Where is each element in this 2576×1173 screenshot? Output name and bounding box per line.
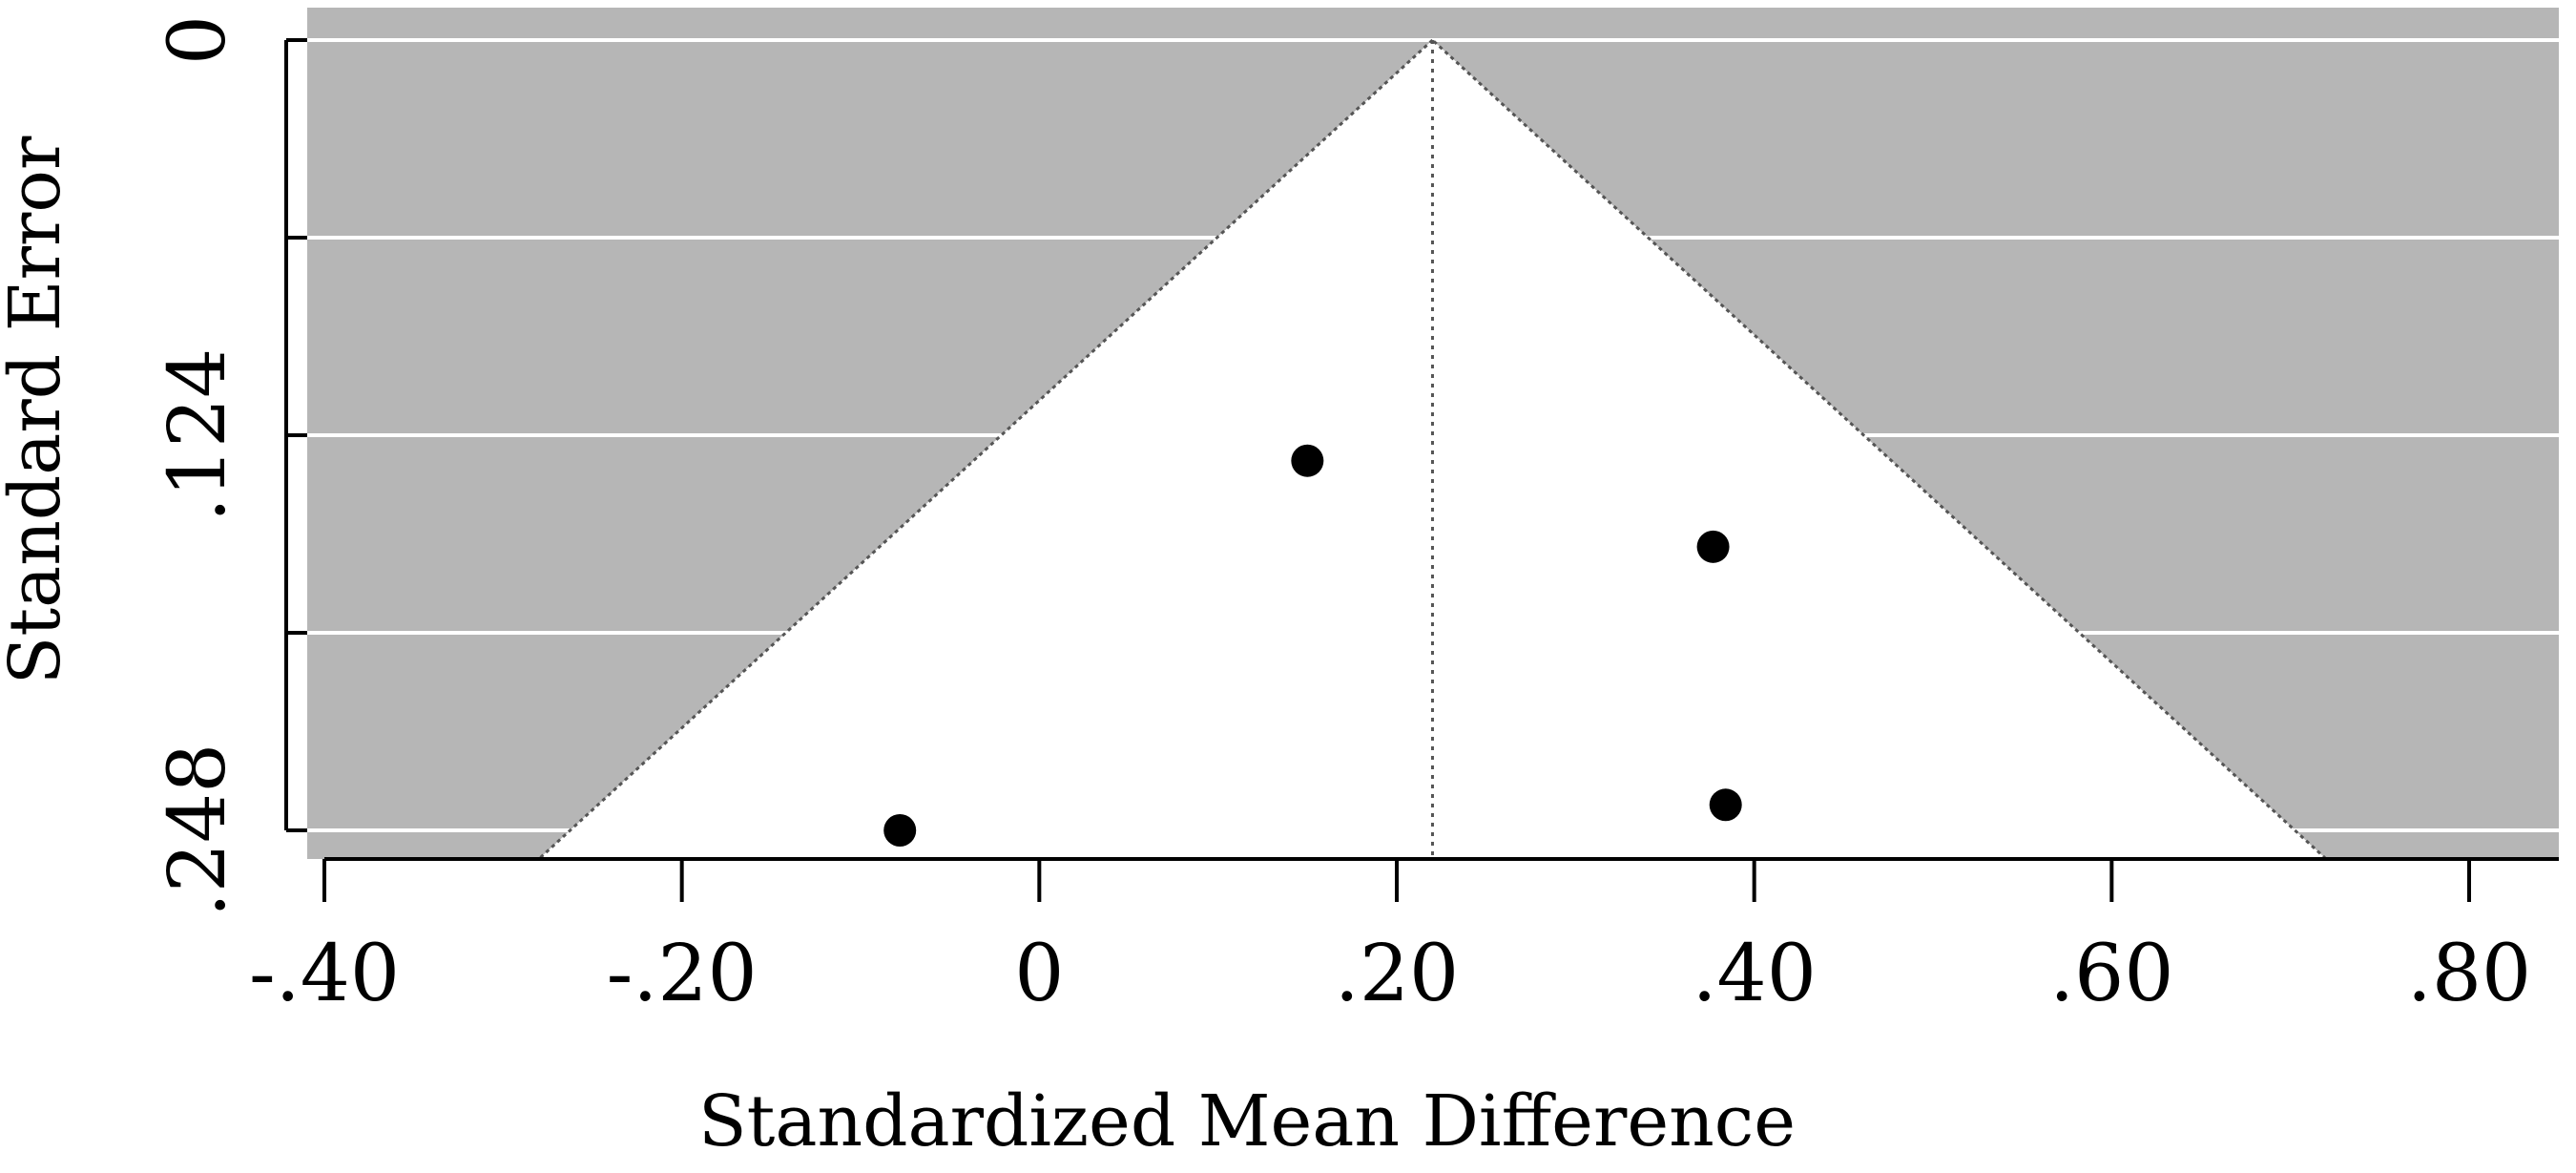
- data-point: [1709, 788, 1742, 822]
- x-tick-label: -.40: [249, 929, 400, 1019]
- x-tick-label: .80: [2407, 929, 2531, 1019]
- data-point: [883, 814, 917, 847]
- y-tick-label: .124: [153, 348, 243, 523]
- x-axis: -.40 -.20 0 .20 .40 .60 .80: [249, 857, 2559, 1019]
- y-tick-label: 0: [153, 15, 243, 65]
- x-tick-label: .60: [2049, 929, 2173, 1019]
- x-tick-label: -.20: [607, 929, 758, 1019]
- x-tick-label: .20: [1335, 929, 1459, 1019]
- y-axis: 0 .124 .248: [153, 15, 307, 917]
- data-point: [1291, 444, 1324, 477]
- x-tick-label: 0: [1014, 929, 1064, 1019]
- x-tick-label: .40: [1692, 929, 1816, 1019]
- y-axis-title: Standard Error: [0, 136, 76, 684]
- data-points: [883, 444, 1742, 847]
- data-point: [1696, 530, 1730, 563]
- y-tick-label: .248: [153, 744, 243, 918]
- x-axis-title: Standardized Mean Difference: [698, 1080, 1796, 1163]
- funnel-region: [534, 37, 2330, 861]
